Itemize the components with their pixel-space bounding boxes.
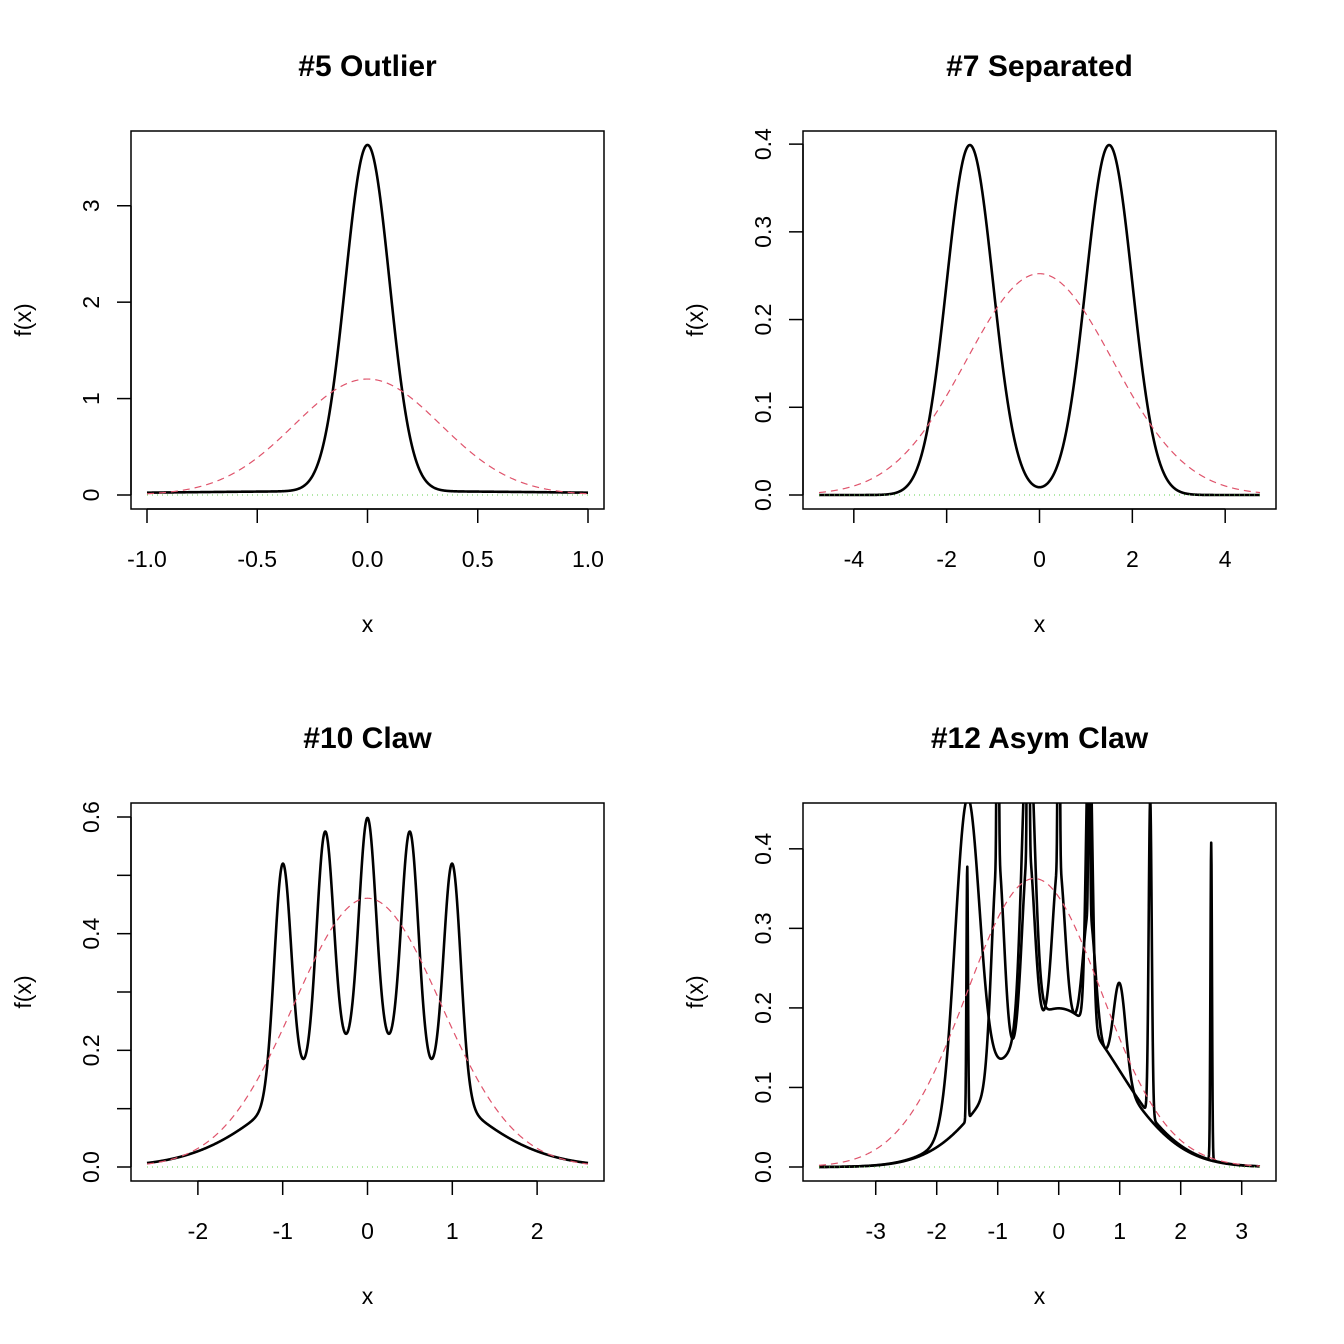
x-tick-label: 2 (1174, 1218, 1187, 1244)
x-tick-label: 0 (1052, 1218, 1065, 1244)
x-axis-label: x (362, 1283, 374, 1309)
x-axis-label: x (1034, 1283, 1046, 1309)
x-tick-label: 1 (1113, 1218, 1126, 1244)
panel-3: #10 Claw -2 -1 0 1 2 x 0.0 0.2 0.4 0.6 f(x) (10, 722, 605, 1309)
plot-frame (130, 802, 605, 1182)
y-tick-label: 0.4 (78, 917, 104, 949)
x-tick-label: -2 (926, 1218, 946, 1244)
x-tick-label: 4 (1219, 546, 1232, 572)
panel-4: #12 Asym Claw -3 -2 -1 0 1 2 3 x 0.0 0.1 0.2 0.3 0.4 f… (682, 722, 1277, 1309)
x-axis: -4 -2 0 2 4 x (844, 508, 1232, 637)
y-tick-label: 0.0 (750, 479, 776, 511)
x-tick-label: 0 (361, 1218, 374, 1244)
y-tick-label: 3 (78, 199, 104, 212)
x-tick-label: -2 (936, 546, 956, 572)
y-tick-label: 0.6 (78, 801, 104, 833)
y-tick-label: 0.2 (750, 304, 776, 336)
y-tick-label: 2 (78, 296, 104, 309)
y-axis-label: f(x) (10, 303, 36, 336)
x-tick-label: 3 (1235, 1218, 1248, 1244)
normal-reference-curve (818, 877, 1261, 1167)
x-axis: -2 -1 0 1 2 x (188, 1180, 544, 1309)
y-axis: 0.0 0.1 0.2 0.3 0.4 f(x) (682, 128, 804, 511)
plot-frame (802, 130, 1277, 510)
y-axis-label: f(x) (10, 975, 36, 1008)
density-curve-1 (145, 816, 590, 1165)
y-tick-label: 0.2 (750, 992, 776, 1024)
y-tick-label: 0.1 (750, 1071, 776, 1103)
x-tick-label: -1 (272, 1218, 292, 1244)
curves (145, 143, 590, 496)
plot-frame (130, 130, 605, 510)
x-tick-label: -1 (987, 1218, 1007, 1244)
y-tick-label: 0.0 (750, 1151, 776, 1183)
density-curve-1 (817, 803, 1262, 1169)
x-tick-label: 2 (531, 1218, 544, 1244)
normal-reference-curve (818, 273, 1261, 494)
x-axis-label: x (1034, 611, 1046, 637)
x-axis-label: x (362, 611, 374, 637)
panel-title: #5 Outlier (298, 50, 437, 83)
y-tick-label: 0.1 (750, 391, 776, 423)
x-tick-label: 2 (1126, 546, 1139, 572)
x-axis: -3 -2 -1 0 1 2 3 x (865, 1180, 1248, 1309)
density-curve-1 (145, 143, 590, 494)
panel-1: #5 Outlier -1.0 -0.5 0.0 0.5 1.0 x 0 1 2 3 f(x) (10, 50, 605, 637)
x-tick-label: 0 (1033, 546, 1046, 572)
y-axis: 0.0 0.1 0.2 0.3 0.4 f(x) (682, 833, 804, 1183)
y-tick-label: 0.3 (750, 912, 776, 944)
normal-reference-curve (146, 897, 589, 1165)
x-tick-label: -2 (188, 1218, 208, 1244)
x-tick-label: 1 (446, 1218, 459, 1244)
x-tick-label: 1.0 (572, 546, 604, 572)
curves (145, 816, 590, 1168)
y-tick-label: 0.3 (750, 216, 776, 248)
x-axis: -1.0 -0.5 0.0 0.5 1.0 x (127, 508, 604, 637)
x-tick-label: -1.0 (127, 546, 167, 572)
panel-title: #12 Asym Claw (931, 722, 1149, 755)
curves (817, 803, 1262, 1169)
x-tick-label: 0.5 (462, 546, 494, 572)
normal-reference-curve (146, 378, 589, 495)
y-tick-label: 1 (78, 392, 104, 405)
density-curve-1 (817, 143, 1262, 497)
y-axis-label: f(x) (682, 303, 708, 336)
panel-title: #7 Separated (946, 50, 1133, 83)
x-tick-label: -0.5 (237, 546, 277, 572)
y-tick-label: 0.2 (78, 1034, 104, 1066)
density-curve-2 (817, 803, 1262, 1169)
x-tick-label: 0.0 (352, 546, 384, 572)
y-axis: 0 1 2 3 f(x) (10, 199, 132, 502)
y-axis-label: f(x) (682, 975, 708, 1008)
y-tick-label: 0.4 (750, 833, 776, 865)
x-tick-label: -4 (844, 546, 865, 572)
panel-title: #10 Claw (303, 722, 432, 755)
y-tick-label: 0 (78, 489, 104, 502)
curves (817, 143, 1262, 497)
y-axis: 0.0 0.2 0.4 0.6 f(x) (10, 801, 132, 1183)
y-tick-label: 0.4 (750, 128, 776, 160)
x-tick-label: -3 (865, 1218, 885, 1244)
y-tick-label: 0.0 (78, 1151, 104, 1183)
panel-2: #7 Separated -4 -2 0 2 4 x 0.0 0.1 0.2 0.3 0.4 f(x) (682, 50, 1277, 637)
